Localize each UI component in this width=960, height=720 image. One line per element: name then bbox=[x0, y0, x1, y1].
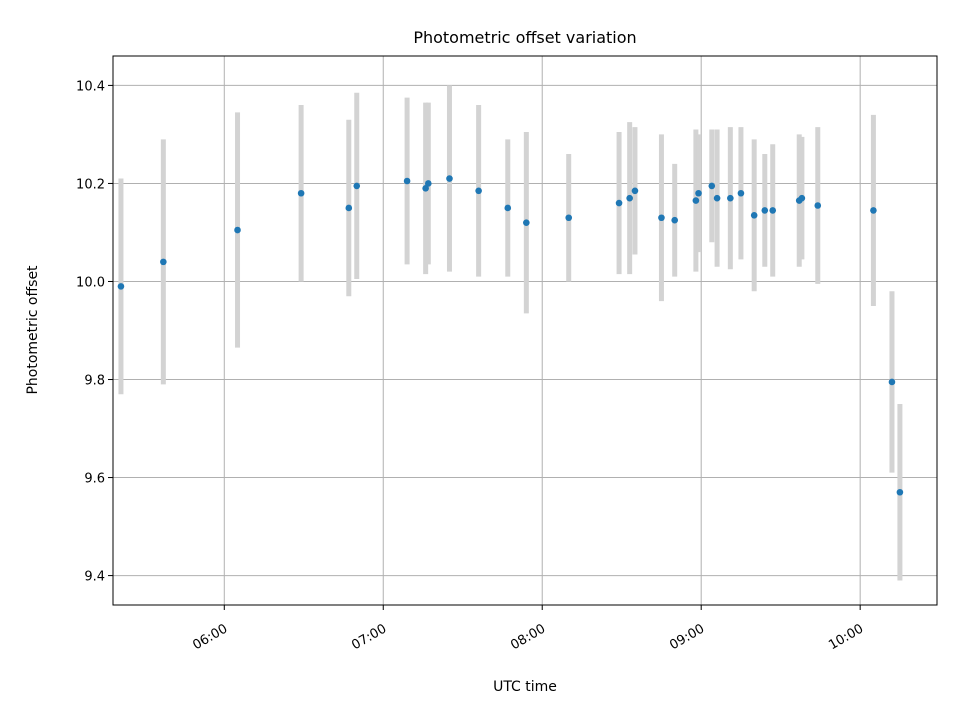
data-point bbox=[888, 378, 896, 386]
data-point bbox=[727, 194, 734, 202]
y-axis-ticks: 9.4 9.6 9.8 10.0 10.2 10.4 bbox=[76, 79, 113, 585]
y-tick-label: 9.4 bbox=[84, 570, 105, 585]
data-point bbox=[692, 197, 700, 204]
data-point bbox=[769, 207, 777, 214]
data-point bbox=[615, 199, 623, 207]
x-tick-label: 06:00 bbox=[190, 621, 230, 653]
data-point bbox=[403, 177, 411, 185]
plot-frame bbox=[112, 55, 938, 606]
data-point bbox=[737, 189, 745, 197]
data-point bbox=[234, 226, 241, 234]
chart-title: Photometric offset variation bbox=[413, 28, 636, 47]
error-bars bbox=[118, 85, 903, 581]
x-axis-label: UTC time bbox=[493, 679, 557, 695]
data-point bbox=[896, 488, 904, 496]
x-tick-label: 10:00 bbox=[826, 621, 866, 653]
data-point bbox=[798, 194, 806, 202]
data-point bbox=[424, 180, 432, 187]
data-point bbox=[814, 202, 822, 209]
y-axis-label: Photometric offset bbox=[25, 265, 41, 395]
y-tick-label: 10.0 bbox=[76, 275, 105, 290]
data-point bbox=[422, 185, 429, 192]
y-tick-label: 10.4 bbox=[76, 79, 105, 94]
x-tick-label: 08:00 bbox=[508, 621, 548, 653]
data-point bbox=[658, 214, 665, 222]
data-point bbox=[353, 182, 361, 190]
data-point bbox=[475, 187, 482, 195]
y-tick-label: 10.2 bbox=[76, 177, 105, 192]
data-point bbox=[297, 189, 305, 197]
data-point bbox=[446, 175, 453, 182]
y-tick-label: 9.8 bbox=[84, 374, 105, 389]
data-point bbox=[708, 182, 716, 190]
data-point bbox=[565, 214, 573, 222]
data-point bbox=[345, 204, 353, 212]
data-point bbox=[117, 283, 125, 290]
data-point bbox=[626, 194, 633, 202]
data-points bbox=[117, 175, 904, 496]
data-point bbox=[631, 187, 639, 195]
y-tick-label: 9.6 bbox=[84, 472, 105, 487]
data-point bbox=[750, 212, 758, 219]
data-point bbox=[870, 207, 877, 214]
x-axis-ticks: 06:00 07:00 08:00 09:00 10:00 bbox=[190, 605, 866, 653]
data-point bbox=[761, 207, 769, 214]
data-point bbox=[504, 204, 512, 212]
data-point bbox=[671, 216, 678, 224]
x-tick-label: 09:00 bbox=[667, 621, 707, 653]
data-point bbox=[523, 219, 530, 226]
data-point bbox=[713, 194, 721, 202]
data-point bbox=[695, 189, 702, 197]
data-point bbox=[160, 258, 167, 266]
x-tick-label: 07:00 bbox=[349, 621, 389, 653]
